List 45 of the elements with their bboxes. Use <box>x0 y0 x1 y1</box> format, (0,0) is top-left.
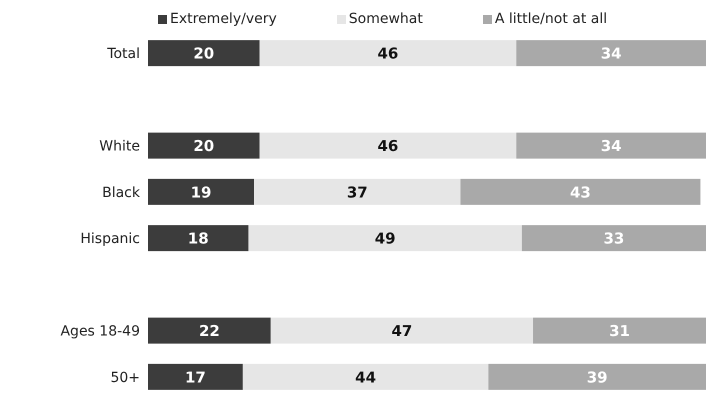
bar <box>148 225 248 252</box>
bar <box>260 40 516 66</box>
bar <box>460 178 700 205</box>
data-label: 47 <box>391 322 412 340</box>
data-label: 37 <box>346 183 368 202</box>
bar <box>148 364 243 390</box>
data-label: 34 <box>600 44 622 62</box>
data-label: 49 <box>374 230 396 248</box>
bar <box>522 225 706 252</box>
bar <box>516 132 706 159</box>
data-label: 20 <box>193 44 214 62</box>
bar <box>148 178 254 205</box>
data-label: 39 <box>586 368 608 386</box>
legend-label: Somewhat <box>348 11 423 27</box>
data-label: 46 <box>378 44 398 62</box>
data-label: 34 <box>600 137 622 155</box>
bar <box>516 40 706 66</box>
y-tick-label: Hispanic <box>80 231 140 248</box>
bar <box>270 318 534 344</box>
bar <box>260 132 516 159</box>
data-label: 17 <box>184 368 206 386</box>
y-tick-label: White <box>99 138 140 155</box>
y-tick-label: 50+ <box>110 370 140 386</box>
data-label: 43 <box>570 183 591 202</box>
data-label: 31 <box>609 322 630 340</box>
data-label: 18 <box>188 230 209 248</box>
data-label: 44 <box>355 368 376 386</box>
bar <box>488 364 706 390</box>
data-label: 20 <box>193 137 214 155</box>
bar <box>533 318 706 344</box>
legend-label: A little/not at all <box>494 11 608 27</box>
legend-label: Extremely/very <box>169 11 277 27</box>
data-label: 33 <box>603 230 624 248</box>
bar <box>148 318 271 344</box>
bar <box>148 40 260 66</box>
bar <box>148 132 260 159</box>
data-label: 19 <box>190 183 212 202</box>
y-tick-label: Black <box>102 184 141 201</box>
y-tick-label: Total <box>106 46 140 62</box>
data-label: 46 <box>378 137 398 155</box>
data-label: 22 <box>198 322 220 340</box>
bar <box>248 225 522 252</box>
bar <box>242 364 488 390</box>
y-tick-label: Ages 18-49 <box>60 324 140 340</box>
bar <box>254 178 460 205</box>
